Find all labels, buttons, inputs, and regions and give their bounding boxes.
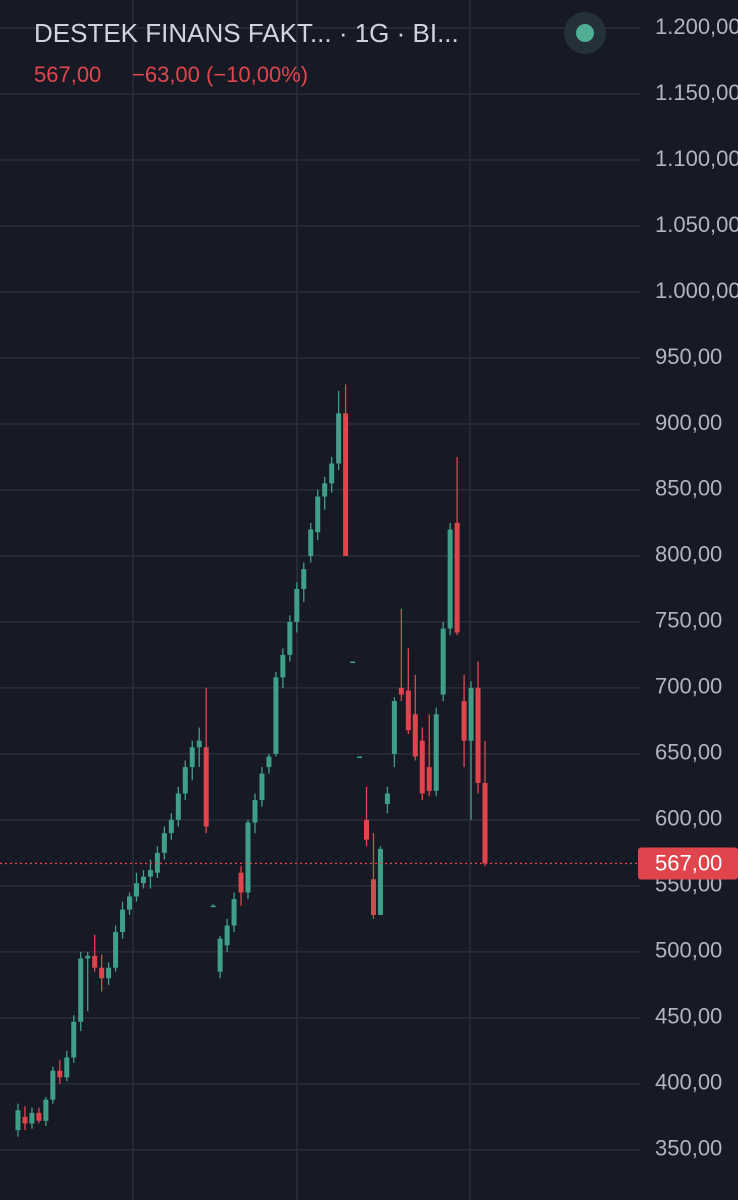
last-price: 567,00 <box>34 62 101 87</box>
candle-body <box>440 628 446 695</box>
candle-body <box>426 767 432 791</box>
candle-body <box>294 588 300 622</box>
candle-body <box>482 782 488 864</box>
candle-body <box>113 932 119 968</box>
candle-body <box>15 1110 21 1131</box>
candle-body <box>147 870 153 877</box>
y-tick-label: 400,00 <box>655 1070 722 1095</box>
candle-body <box>92 955 98 968</box>
y-tick-label: 800,00 <box>655 542 722 567</box>
candle-body <box>43 1099 49 1121</box>
candle-body <box>50 1070 56 1100</box>
candle-body <box>182 767 188 794</box>
y-tick-label: 950,00 <box>655 344 722 369</box>
candle-body <box>287 621 293 655</box>
candle-body <box>245 822 251 893</box>
candle-body <box>454 522 460 633</box>
candle-body <box>322 483 328 497</box>
y-tick-label: 1.200,00 <box>655 14 738 39</box>
y-tick-label: 650,00 <box>655 740 722 765</box>
candle-body <box>315 496 321 533</box>
candles <box>15 384 488 1137</box>
candle-body <box>329 463 335 484</box>
candle-body <box>85 955 91 959</box>
candle-body <box>405 690 411 731</box>
y-tick-label: 850,00 <box>655 476 722 501</box>
candle-body <box>140 876 146 884</box>
candle-body <box>370 879 376 915</box>
candle-body <box>203 747 209 827</box>
candle-body <box>133 883 139 897</box>
grid: 350,00400,00450,00500,00550,00600,00650,… <box>0 14 738 1161</box>
candle-body <box>252 800 258 823</box>
overlay: 567,00 <box>0 847 738 880</box>
candle-body <box>231 899 237 926</box>
candle-body <box>238 872 244 893</box>
candle-body <box>419 740 425 794</box>
candle-body <box>127 896 133 910</box>
y-tick-label: 700,00 <box>655 674 722 699</box>
candle-body <box>161 833 167 853</box>
last-price-label: 567,00 <box>655 850 722 875</box>
candle-body <box>266 756 272 768</box>
candle-body <box>350 661 356 664</box>
candle-body <box>106 967 112 979</box>
candle-body <box>217 938 223 972</box>
candle-body <box>357 756 363 759</box>
y-tick-label: 1.150,00 <box>655 80 738 105</box>
candle-body <box>364 819 370 840</box>
last-price-tag <box>638 847 738 880</box>
y-tick-label: 1.100,00 <box>655 146 738 171</box>
candle-body <box>168 819 174 834</box>
y-tick-label: 450,00 <box>655 1004 722 1029</box>
y-tick-label: 900,00 <box>655 410 722 435</box>
candle-body <box>412 714 418 757</box>
y-tick-label: 600,00 <box>655 806 722 831</box>
candle-body <box>120 909 126 933</box>
y-tick-label: 500,00 <box>655 938 722 963</box>
candle-body <box>22 1116 28 1124</box>
candle-body <box>154 852 160 873</box>
candle-body <box>384 793 390 805</box>
y-tick-label: 750,00 <box>655 608 722 633</box>
candle-body <box>210 905 216 908</box>
candle-body <box>57 1070 63 1078</box>
candle-body <box>308 529 314 556</box>
candle-body <box>224 925 230 946</box>
candle-body <box>71 1021 77 1058</box>
candle-body <box>64 1057 70 1078</box>
candle-body <box>301 569 307 589</box>
candle-body <box>189 747 195 768</box>
candle-body <box>280 654 286 678</box>
candle-body <box>259 773 265 801</box>
candle-body <box>391 701 397 754</box>
y-tick-label: 1.000,00 <box>655 278 738 303</box>
candle-body <box>336 413 342 464</box>
candle-body <box>78 958 84 1022</box>
candle-body <box>398 687 404 695</box>
candle-body <box>461 701 467 741</box>
y-tick-label: 350,00 <box>655 1136 722 1161</box>
candle-body <box>29 1112 35 1124</box>
price-change: −63,00 (−10,00%) <box>132 62 308 87</box>
chart-title: DESTEK FINANS FAKT... · 1G · BI... <box>34 18 459 48</box>
candle-body <box>175 793 181 820</box>
candle-body <box>475 687 481 783</box>
candle-body <box>433 714 439 791</box>
y-tick-label: 1.050,00 <box>655 212 738 237</box>
candle-body <box>99 967 105 979</box>
candle-body <box>196 740 202 748</box>
status-dot <box>576 24 594 42</box>
candle-body <box>377 848 383 915</box>
candle-body <box>343 413 349 556</box>
candle-body <box>273 677 279 754</box>
candle-body <box>447 529 453 629</box>
candle-body <box>36 1112 42 1121</box>
candle-body <box>468 687 474 741</box>
